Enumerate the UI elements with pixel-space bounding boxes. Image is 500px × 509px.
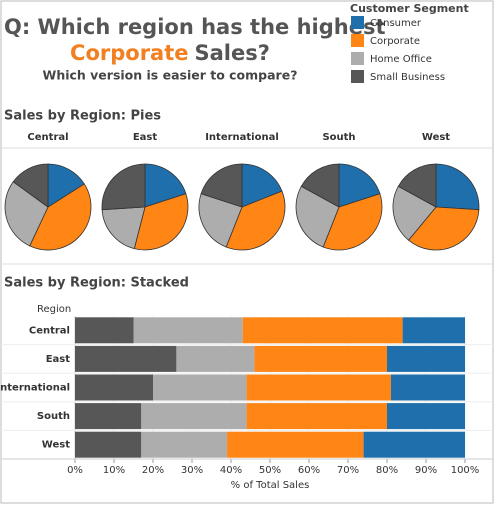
title-rest: Sales? <box>195 41 270 65</box>
x-tick-label: 100% <box>451 465 480 476</box>
section-title: Sales by Region: Stacked <box>4 276 189 291</box>
y-tick-label: West <box>42 440 70 451</box>
bar-segment <box>390 374 465 401</box>
bar-segment <box>75 345 177 372</box>
legend-swatch <box>351 52 364 65</box>
pie-slice <box>338 163 381 208</box>
bar-segment <box>227 431 364 458</box>
bar-segment <box>75 403 142 430</box>
pie-slice <box>408 206 480 251</box>
bar-segment <box>246 374 391 401</box>
bar-segment <box>363 431 465 458</box>
y-tick-label: International <box>0 383 70 394</box>
y-tick-label: South <box>37 411 70 422</box>
x-axis-title: % of Total Sales <box>231 480 310 491</box>
y-axis-title: Region <box>37 304 71 315</box>
pie-slice <box>101 163 146 211</box>
pie-slice <box>225 190 286 251</box>
pie-slice <box>200 163 243 208</box>
pie-label: South <box>322 132 355 143</box>
bar-segment <box>141 403 247 430</box>
x-tick-label: 90% <box>415 465 437 476</box>
bar-segment <box>153 374 247 401</box>
x-tick-label: 30% <box>181 465 203 476</box>
bar-segment <box>176 345 255 372</box>
title-highlight: Corporate <box>70 41 188 65</box>
pie-label: Central <box>27 132 68 143</box>
pie-slice <box>241 163 283 208</box>
x-tick-label: 60% <box>298 465 320 476</box>
bar-segment <box>246 403 387 430</box>
legend-swatch <box>351 34 364 47</box>
pie-label: West <box>422 132 450 143</box>
pie-slice <box>4 181 49 247</box>
bar-segment <box>141 431 228 458</box>
bar-segment <box>75 374 153 401</box>
legend-title: Customer Segment <box>350 2 469 15</box>
y-tick-label: East <box>46 354 71 365</box>
legend-label: Consumer <box>370 18 422 29</box>
bar-segment <box>254 345 387 372</box>
bar-segment <box>75 317 134 344</box>
bar-segment <box>242 317 403 344</box>
y-tick-label: Central <box>29 325 70 336</box>
legend-label: Small Business <box>370 72 445 83</box>
x-tick-label: 0% <box>67 465 83 476</box>
bar-segment <box>75 431 142 458</box>
section-title: Sales by Region: Pies <box>4 109 161 124</box>
pie-slice <box>392 185 437 241</box>
title-line: Q: Which region has the highest <box>4 15 386 39</box>
bar-segment <box>387 403 465 430</box>
pie-slice <box>300 163 340 208</box>
x-tick-label: 70% <box>337 465 359 476</box>
x-tick-label: 40% <box>220 465 242 476</box>
bar-segment <box>133 317 243 344</box>
bar-segment <box>387 345 465 372</box>
pie-slice <box>322 193 383 251</box>
pie-slice <box>198 193 243 248</box>
title-line: Corporate Sales? <box>70 41 270 65</box>
pie-slice <box>133 193 189 251</box>
pie-slice <box>12 163 49 208</box>
pie-label: East <box>133 132 158 143</box>
pie-slice <box>144 163 187 208</box>
pie-slice <box>29 183 92 251</box>
x-tick-label: 50% <box>259 465 281 476</box>
legend-swatch <box>351 16 364 29</box>
pie-label: International <box>205 132 279 143</box>
legend-label: Corporate <box>370 36 420 47</box>
legend-label: Home Office <box>370 54 432 65</box>
x-tick-label: 80% <box>376 465 398 476</box>
pie-slice <box>101 206 146 250</box>
subtitle: Which version is easier to compare? <box>43 68 298 83</box>
x-tick-label: 20% <box>142 465 164 476</box>
pie-slice <box>397 163 437 208</box>
pie-slice <box>435 163 480 211</box>
legend-swatch <box>351 70 364 83</box>
bar-segment <box>402 317 465 344</box>
x-tick-label: 10% <box>103 465 125 476</box>
